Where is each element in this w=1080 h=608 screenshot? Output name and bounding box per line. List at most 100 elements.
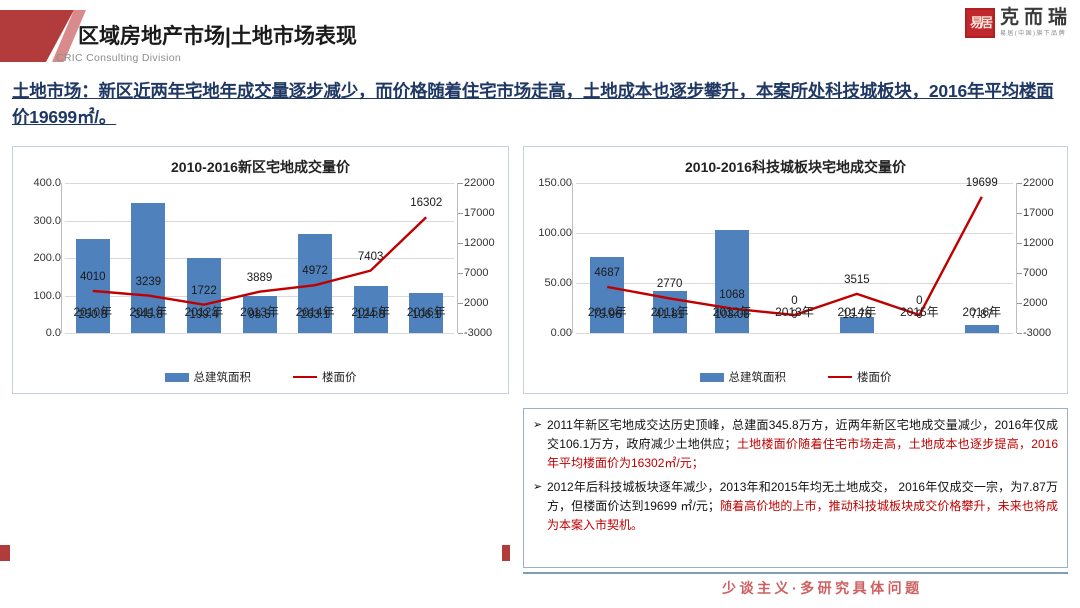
chart-right-plot-area: 75.96 4687 41.81 2770 103.08 1068 0 0 15.76 3515 0… [572, 177, 1022, 334]
line-value-label: 4972 [302, 265, 328, 278]
x-tick-label: 2011年 [129, 305, 168, 319]
y2-tick-label: 7000 [1023, 267, 1048, 279]
bar [298, 234, 333, 333]
bar-value-label: 98.5 [248, 309, 271, 321]
y-tick-label: 300.0 [33, 214, 61, 227]
bar [964, 325, 999, 333]
bullet-text-emphasis: 随着高价地的上市，推动科技城板块成交价格攀升，未来也将成为本案入市契机。 [547, 499, 1058, 532]
y2-tick-label: 22000 [1023, 177, 1054, 189]
y-tick-label: 100.0 [33, 289, 61, 302]
bar-value-label: 199.4 [189, 309, 219, 321]
gridline [65, 220, 454, 222]
chart-left-y2-axis: -3000 2000 7000 12000 17000 22000 [460, 177, 506, 339]
bar-value-label: 263.1 [300, 309, 330, 321]
bar [715, 229, 750, 333]
line-path [92, 216, 428, 306]
bar-slot: 7.87 19699 [951, 177, 1013, 333]
slide-header: 区域房地产市场|土地市场表现 CRIC Consulting Division … [0, 0, 1080, 72]
chart-right-y2-axis: -3000 2000 7000 12000 17000 22000 [1019, 177, 1065, 339]
x-tick-label: 2016年 [962, 305, 1002, 319]
footer-divider [523, 572, 1068, 574]
y2-tick-label: 12000 [464, 237, 495, 249]
y2-tick-mark [1017, 213, 1022, 214]
line-value-label: 0 [916, 295, 923, 307]
x-tick-label: 2013年 [240, 305, 279, 319]
chart-left-x-axis: 2010年 2011年 2012年 2013年 2014年 2015年 2016年 [65, 303, 454, 320]
table-left-accent [0, 545, 10, 561]
x-tick-label: 2010年 [587, 305, 627, 319]
y2-tick-label: 17000 [464, 207, 495, 219]
y2-tick-label: 22000 [464, 177, 495, 189]
chart-right-axis-line-right [1016, 183, 1017, 333]
headline-text: 土地市场：新区近两年宅地年成交量逐步减少，而价格随着住宅市场走高，土地成本也逐步… [12, 81, 1054, 127]
line-value-label: 7403 [357, 250, 384, 263]
land-table-wrapper: 区域编号用途（土地面积 万方）地上建筑面积 万方容积率）（成交楼面价 元/平溢价… [8, 408, 508, 604]
y2-tick-label: 17000 [1023, 207, 1054, 219]
legend-bar-label: 总建筑面积 [728, 372, 787, 384]
x-tick-label: 2011年 [650, 305, 689, 319]
bar [839, 317, 874, 333]
x-tick-label: 2016年 [406, 305, 446, 319]
bar-value-label: 7.87 [970, 309, 993, 321]
logo-tagline: 易居(中国)旗下品牌 [999, 31, 1066, 37]
line-value-label: 1068 [719, 288, 745, 301]
bar [131, 203, 166, 333]
chart-right-title: 2010-2016科技城板块宅地成交量价 [685, 159, 906, 175]
bar-slot: 345.8 3239 [121, 183, 177, 333]
page-title: 区域房地产市场|土地市场表现 [78, 25, 357, 48]
legend-bar-swatch-icon [699, 372, 724, 382]
x-tick-label: 2012年 [184, 305, 224, 319]
bar-slot: 124.8 7403 [343, 183, 399, 333]
commentary-bullet: ➢ 2011年新区宅地成交达历史顶峰，总建面345.8万方，近两年新区宅地成交量减… [533, 416, 1058, 473]
gridline [576, 233, 1013, 234]
y2-tick-label: -3000 [464, 327, 493, 339]
line-series [92, 216, 428, 306]
seal-icon: 易居 [964, 8, 995, 38]
legend-line-label: 楼面价 [322, 372, 357, 384]
chart-right-axis-line [572, 183, 573, 333]
x-tick-label: 2014年 [295, 305, 335, 319]
commentary-box: ➢ 2011年新区宅地成交达历史顶峰，总建面345.8万方，近两年新区宅地成交量减… [523, 408, 1068, 568]
line-series [606, 196, 983, 317]
legend-bar-label: 总建筑面积 [193, 372, 252, 384]
y2-tick-mark [1017, 333, 1022, 334]
y2-tick-label: 7000 [464, 267, 489, 279]
bar-slot: 98.5 3889 [232, 183, 288, 333]
y2-tick-mark [1017, 273, 1022, 274]
x-tick-label: 2014年 [837, 305, 877, 319]
bullet-marker-icon: ➢ [533, 481, 543, 493]
gridline [576, 183, 1013, 184]
bar-value-label: 250.8 [78, 309, 108, 321]
chart-panel-left: 2010-2016新区宅地成交量价 0.0 100.0 200.0 300.0 400.… [12, 146, 509, 394]
y2-tick-mark [458, 213, 463, 214]
y-tick-label: 50.00 [544, 277, 572, 289]
bar [242, 296, 277, 333]
bar-slot: 15.76 3515 [826, 183, 888, 333]
bar-series: 250.8 4010 345.8 3239 199.4 1722 98.5 3889 263.1… [65, 183, 454, 333]
chart-left-plot-area: 250.8 4010 345.8 3239 199.4 1722 98.5 3889 263.1… [61, 183, 463, 334]
chart-left-plot: 0.0 100.0 200.0 300.0 400.0 -3000 2000 7000 120… [13, 177, 508, 339]
bullet-text-plain: 2011年新区宅地成交达历史顶峰，总建面345.8万方，近两年新区宅地成交量减少… [547, 418, 1058, 451]
bar [409, 293, 444, 333]
legend-item-line: 楼面价 [293, 369, 357, 385]
y2-tick-mark [458, 273, 463, 274]
legend-item-line: 楼面价 [828, 369, 892, 385]
legend-line-swatch-icon [828, 375, 852, 379]
legend-line-label: 楼面价 [857, 372, 892, 384]
bar-value-label: 106.1 [411, 309, 441, 321]
y2-tick-mark [1017, 303, 1022, 304]
chart-right-y-axis: 0.00 50.00 100.00 150.00 [526, 177, 572, 339]
gridline [576, 283, 1013, 284]
y2-tick-mark [458, 333, 463, 334]
gridline [65, 183, 454, 184]
chart-right-legend: 总建筑面积 楼面价 [524, 369, 1067, 385]
x-tick-label: 2012年 [712, 305, 752, 319]
y-tick-label: 150.00 [538, 177, 572, 189]
bullet-marker-icon: ➢ [533, 419, 543, 431]
chart-left-legend: 总建筑面积 楼面价 [13, 369, 508, 385]
chart-left-title: 2010-2016新区宅地成交量价 [171, 159, 350, 175]
commentary-bullet: ➢ 2012年后科技城板块逐年减少，2013年和2015年均无土地成交， 2016… [533, 478, 1058, 535]
line-value-label: 4010 [79, 270, 106, 283]
chart-left-y-axis: 0.0 100.0 200.0 300.0 400.0 [15, 177, 61, 339]
bar [75, 238, 110, 333]
